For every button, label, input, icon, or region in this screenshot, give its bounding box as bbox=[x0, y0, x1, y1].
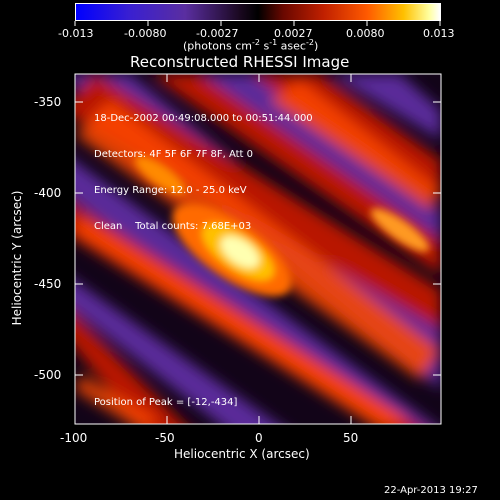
info-line-counts: Clean Total counts: 7.68E+03 bbox=[94, 221, 252, 232]
colorbar bbox=[75, 3, 441, 21]
x-tick-label: -100 bbox=[60, 431, 88, 445]
colorbar-tick-label: -0.013 bbox=[58, 27, 94, 40]
y-tick-label: -500 bbox=[34, 368, 62, 382]
info-line-energy: Energy Range: 12.0 - 25.0 keV bbox=[94, 185, 247, 196]
y-tick-label: -450 bbox=[34, 277, 62, 291]
x-tick-label: 0 bbox=[255, 431, 263, 445]
heatmap-image bbox=[75, 74, 441, 424]
colorbar-tick-label: 0.0027 bbox=[274, 27, 313, 40]
y-tick-label: -350 bbox=[34, 95, 62, 109]
info-line-detectors: Detectors: 4F 5F 6F 7F 8F, Att 0 bbox=[94, 149, 254, 160]
y-axis-ticks bbox=[75, 101, 441, 376]
timestamp: 22-Apr-2013 19:27 bbox=[384, 485, 478, 496]
colorbar-ticks bbox=[74, 21, 441, 26]
y-axis-title: Heliocentric Y (arcsec) bbox=[10, 190, 24, 326]
x-axis-title: Heliocentric X (arcsec) bbox=[174, 447, 310, 461]
colorbar-tick-label: 0.0080 bbox=[346, 27, 385, 40]
plot-title: Reconstructed RHESSI Image bbox=[130, 53, 350, 71]
x-axis-ticks bbox=[74, 74, 352, 424]
observation-info: 18-Dec-2002 00:49:08.000 to 00:51:44.000… bbox=[94, 89, 313, 245]
peak-position: Position of Peak = [-12,-434] bbox=[94, 397, 238, 408]
colorbar-tick-label: -0.0027 bbox=[196, 27, 239, 40]
plot-frame bbox=[74, 73, 442, 425]
colorbar-tick-label: -0.0080 bbox=[124, 27, 167, 40]
x-tick-label: -50 bbox=[155, 431, 175, 445]
colorbar-tick-label: 0.013 bbox=[423, 27, 455, 40]
y-tick-label: -400 bbox=[34, 186, 62, 200]
x-tick-label: 50 bbox=[343, 431, 359, 445]
info-line-time: 18-Dec-2002 00:49:08.000 to 00:51:44.000 bbox=[94, 113, 313, 124]
colorbar-units: (photons cm-2 s-1 asec-2) bbox=[183, 38, 319, 53]
